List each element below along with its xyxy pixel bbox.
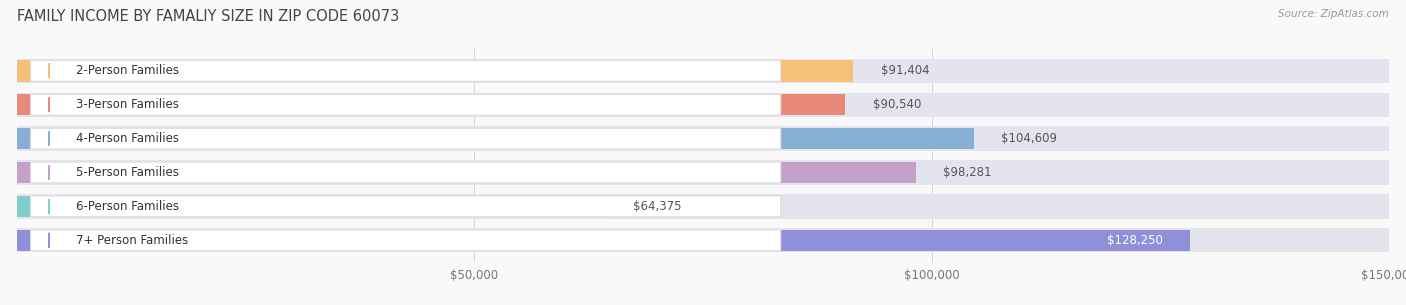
FancyBboxPatch shape bbox=[31, 94, 780, 115]
Bar bbox=[17, 94, 845, 116]
Text: FAMILY INCOME BY FAMALIY SIZE IN ZIP CODE 60073: FAMILY INCOME BY FAMALIY SIZE IN ZIP COD… bbox=[17, 9, 399, 24]
Bar bbox=[17, 228, 1389, 253]
FancyBboxPatch shape bbox=[31, 196, 780, 217]
Bar bbox=[17, 128, 974, 149]
Text: $90,540: $90,540 bbox=[873, 98, 921, 111]
FancyBboxPatch shape bbox=[31, 128, 780, 149]
Bar bbox=[17, 59, 1389, 83]
Text: 5-Person Families: 5-Person Families bbox=[76, 166, 179, 179]
Bar bbox=[17, 160, 1389, 185]
Text: $98,281: $98,281 bbox=[943, 166, 991, 179]
Text: $104,609: $104,609 bbox=[1001, 132, 1057, 145]
Bar bbox=[17, 194, 1389, 219]
Text: $91,404: $91,404 bbox=[880, 64, 929, 77]
Bar bbox=[17, 230, 1189, 251]
FancyBboxPatch shape bbox=[31, 230, 780, 251]
FancyBboxPatch shape bbox=[31, 60, 780, 81]
Text: 4-Person Families: 4-Person Families bbox=[76, 132, 180, 145]
Text: 6-Person Families: 6-Person Families bbox=[76, 200, 180, 213]
Text: 2-Person Families: 2-Person Families bbox=[76, 64, 180, 77]
Text: 3-Person Families: 3-Person Families bbox=[76, 98, 179, 111]
Bar bbox=[17, 196, 606, 217]
Text: Source: ZipAtlas.com: Source: ZipAtlas.com bbox=[1278, 9, 1389, 19]
Text: 7+ Person Families: 7+ Person Families bbox=[76, 234, 188, 247]
Bar bbox=[17, 92, 1389, 117]
Text: $128,250: $128,250 bbox=[1107, 234, 1163, 247]
Bar bbox=[17, 60, 853, 81]
Bar bbox=[17, 126, 1389, 151]
Bar bbox=[17, 162, 915, 183]
FancyBboxPatch shape bbox=[31, 162, 780, 183]
Text: $64,375: $64,375 bbox=[633, 200, 682, 213]
